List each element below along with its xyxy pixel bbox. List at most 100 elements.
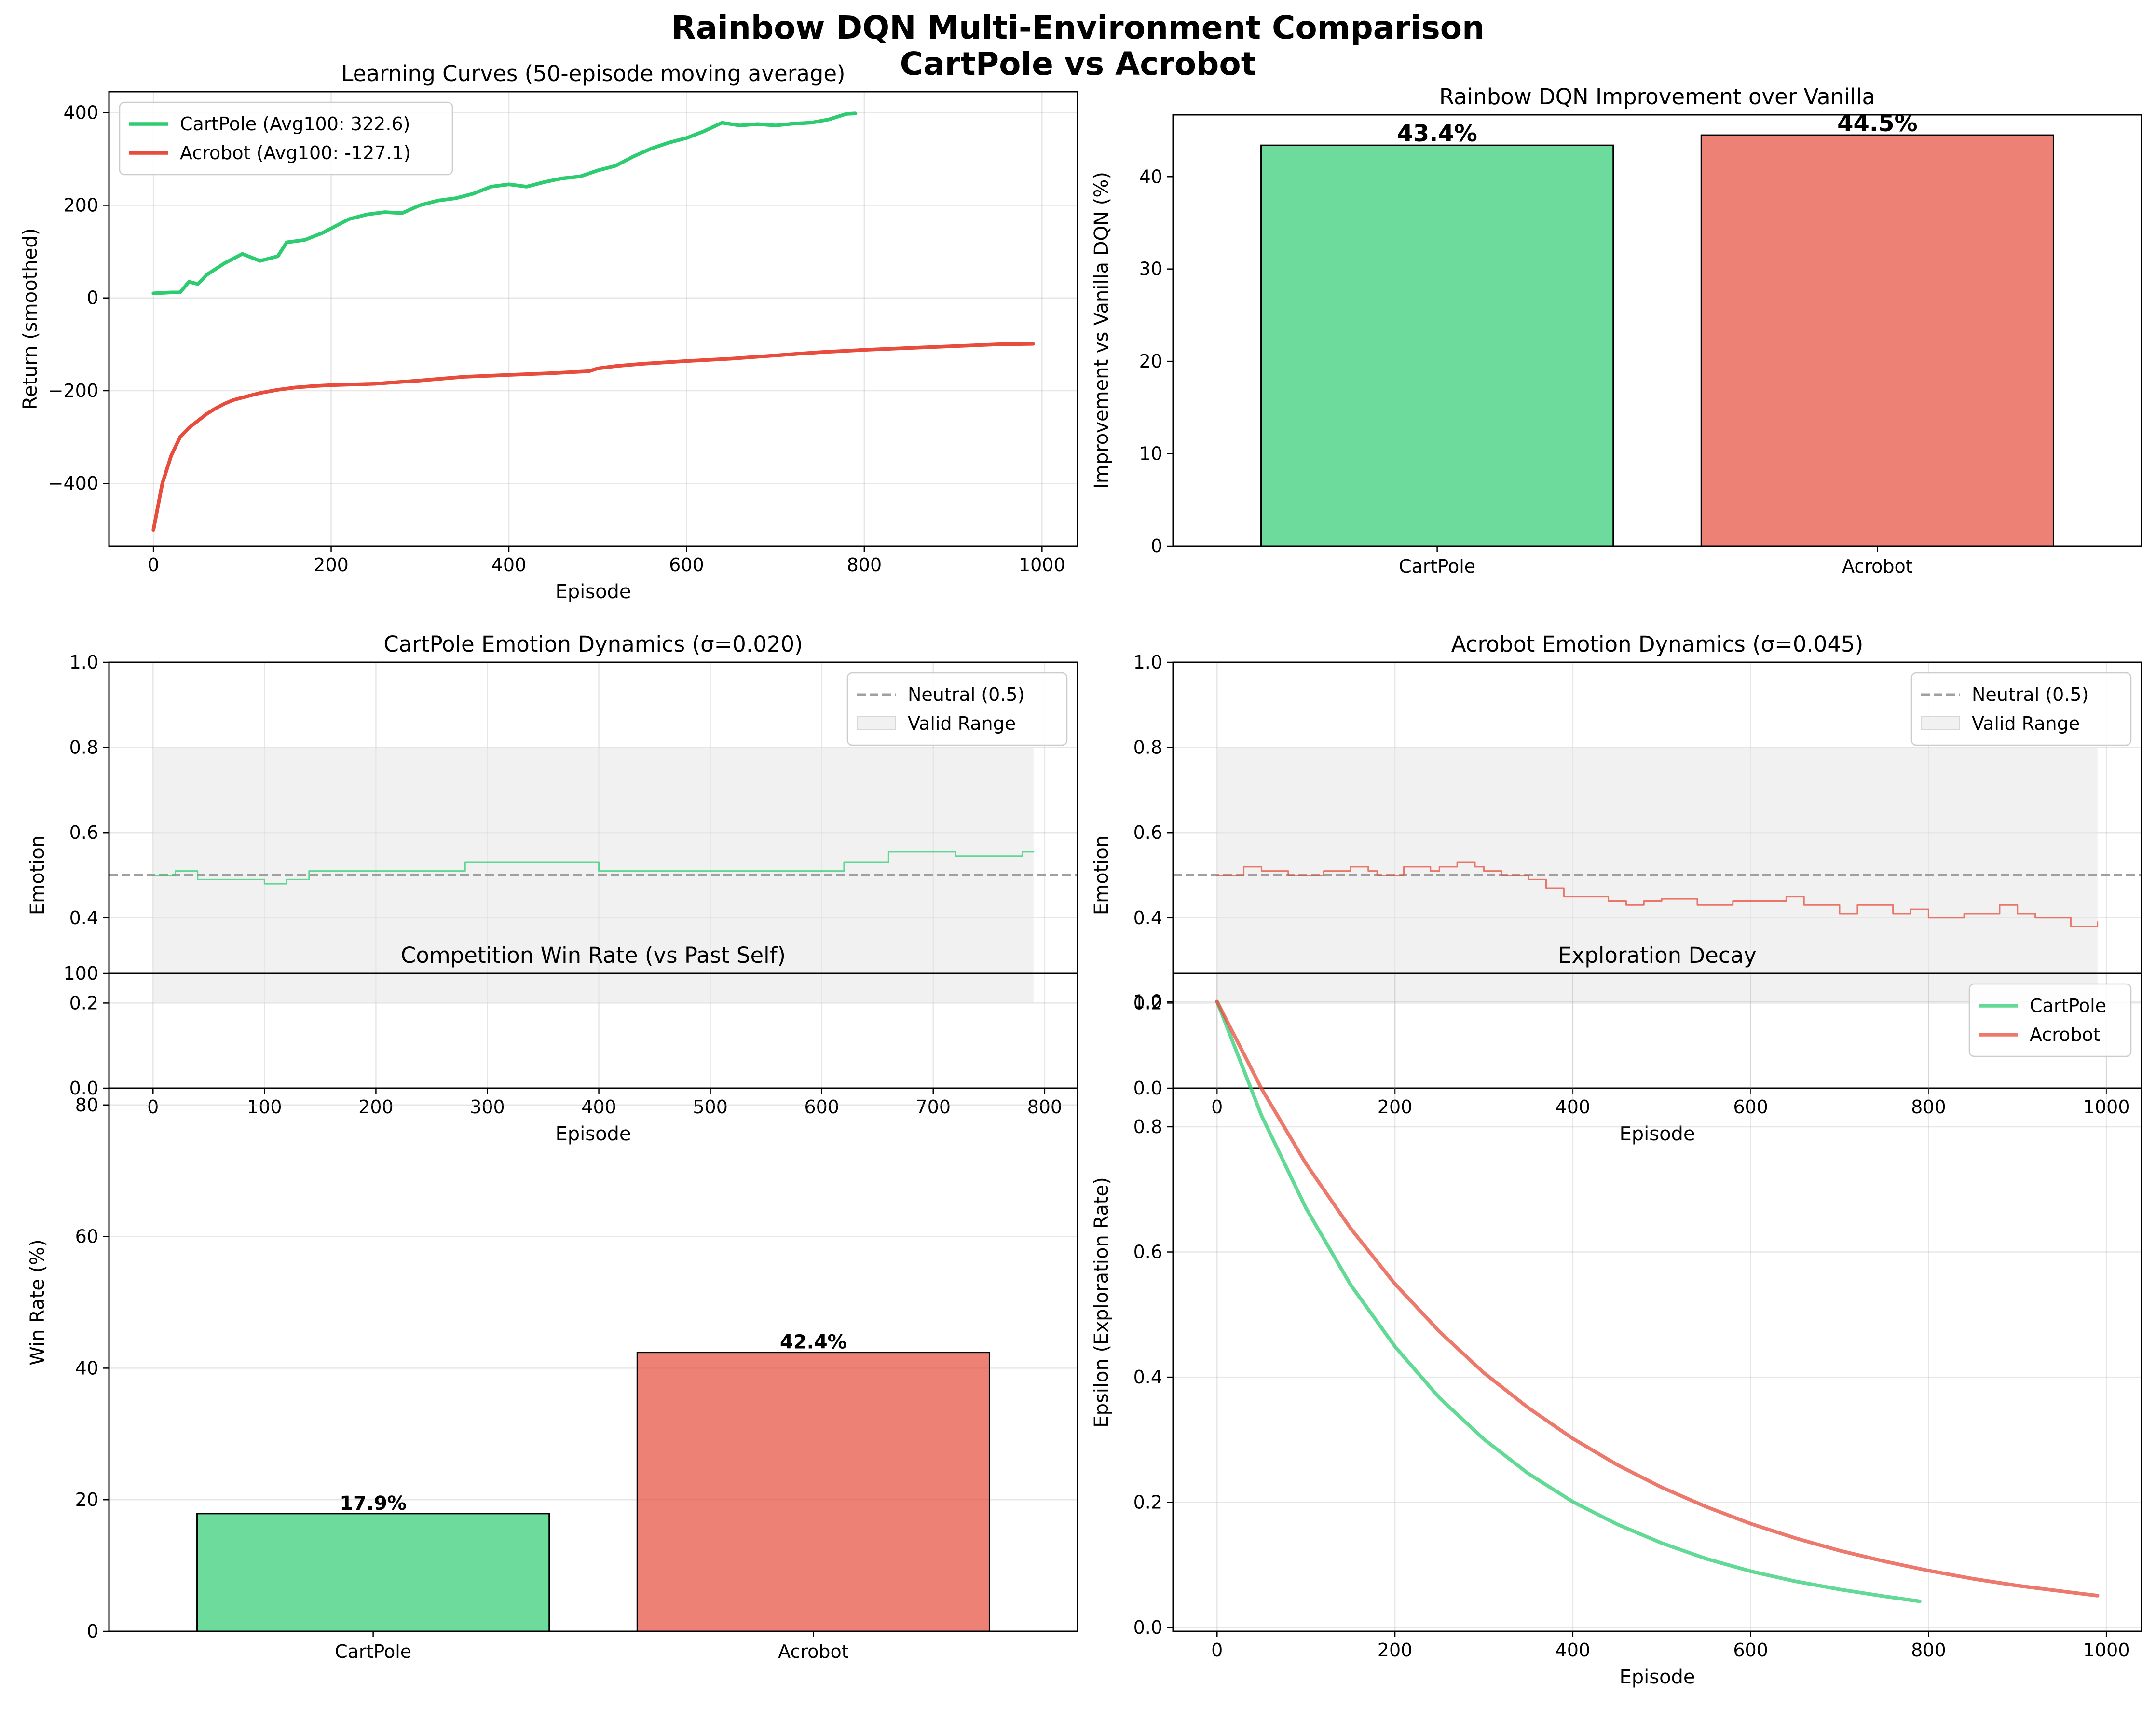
panel-acrobot-emotion: Acrobot Emotion Dynamics (σ=0.045) 0 200 40… bbox=[1091, 631, 2142, 1145]
legend-box bbox=[846, 672, 1068, 746]
x-tick-label: 0 bbox=[148, 554, 159, 575]
panel-win-rate: Competition Win Rate (vs Past Self) 17.9%… bbox=[27, 943, 1078, 1662]
y-tick-label: 10 bbox=[1139, 443, 1162, 465]
x-axis-label: Episode bbox=[555, 581, 631, 603]
legend-swatch-band bbox=[1921, 716, 1960, 730]
y-tick-label: 80 bbox=[75, 1094, 98, 1116]
axes-frame bbox=[1172, 114, 2142, 547]
x-tick-label: 700 bbox=[915, 1096, 951, 1118]
axes-frame bbox=[108, 972, 1078, 1632]
figure-title-line2: CartPole vs Acrobot bbox=[900, 45, 1256, 82]
x-tick-label: 800 bbox=[1911, 1640, 1946, 1661]
series-line-acrobot bbox=[1215, 999, 2100, 1598]
y-tick-label: 40 bbox=[1139, 166, 1162, 187]
x-tick-label: 600 bbox=[1733, 1640, 1768, 1661]
bar-acrobot bbox=[1700, 134, 2054, 547]
legend-box bbox=[1910, 672, 2132, 746]
bar-acrobot bbox=[636, 1352, 990, 1632]
y-tick-label: 1.0 bbox=[1133, 991, 1162, 1012]
bar-value-label: 42.4% bbox=[780, 1331, 847, 1354]
panel-learning-curves: Learning Curves (50-episode moving avera… bbox=[19, 61, 1078, 603]
panel-title: Competition Win Rate (vs Past Self) bbox=[401, 943, 786, 968]
legend-label: Acrobot (Avg100: -127.1) bbox=[180, 142, 411, 164]
y-tick-label: 0.4 bbox=[1133, 1367, 1162, 1388]
panel-exploration-decay: Exploration Decay 0 200 400 600 800 1000 0.0 0.2… bbox=[1091, 943, 2142, 1688]
x-tick-label: 1000 bbox=[2083, 1640, 2130, 1661]
x-tick-label: 200 bbox=[1378, 1096, 1413, 1118]
x-axis-label: Episode bbox=[1619, 1666, 1695, 1688]
y-tick-label: 0 bbox=[87, 1621, 98, 1642]
figure-title-line1: Rainbow DQN Multi-Environment Comparison bbox=[671, 9, 1485, 46]
x-tick-label: 200 bbox=[314, 554, 349, 575]
panel-title: Rainbow DQN Improvement over Vanilla bbox=[1439, 84, 1875, 109]
legend-box bbox=[1968, 983, 2132, 1057]
x-tick-label: 400 bbox=[491, 554, 527, 575]
x-tick-label: 400 bbox=[581, 1096, 616, 1118]
panel-title: Exploration Decay bbox=[1558, 943, 1757, 968]
bar-cartpole bbox=[1260, 144, 1614, 547]
legend-label: Valid Range bbox=[908, 713, 1016, 734]
y-axis-label: Win Rate (%) bbox=[27, 1239, 49, 1366]
y-tick-label: 0.6 bbox=[1133, 1242, 1162, 1263]
y-axis-label: Emotion bbox=[27, 835, 49, 915]
legend-swatch-band bbox=[857, 716, 896, 730]
panel-title: CartPole Emotion Dynamics (σ=0.020) bbox=[383, 631, 803, 657]
y-tick-label: 0.8 bbox=[1133, 737, 1162, 758]
legend-label: CartPole (Avg100: 322.6) bbox=[180, 113, 410, 135]
y-tick-label: 100 bbox=[63, 963, 98, 984]
x-tick-label: 800 bbox=[847, 554, 882, 575]
y-tick-label: 0.2 bbox=[1133, 1492, 1162, 1513]
y-tick-label: 0.0 bbox=[69, 1078, 98, 1099]
series-line-cartpole bbox=[1215, 999, 1922, 1603]
y-tick-label: −400 bbox=[48, 473, 98, 494]
y-tick-label: 20 bbox=[1139, 351, 1162, 372]
legend-box bbox=[119, 101, 453, 176]
x-tick-label: 600 bbox=[669, 554, 704, 575]
axes-frame bbox=[1172, 972, 2142, 1632]
x-axis-label: Episode bbox=[555, 1123, 631, 1145]
x-tick-label: 100 bbox=[247, 1096, 282, 1118]
x-tick-label: 200 bbox=[1378, 1640, 1413, 1661]
y-tick-label: 0.6 bbox=[69, 822, 98, 843]
x-tick-label: 800 bbox=[1027, 1096, 1063, 1118]
x-tick-label: 600 bbox=[804, 1096, 839, 1118]
legend-label: Neutral (0.5) bbox=[908, 684, 1024, 705]
x-tick-label: Acrobot bbox=[1842, 556, 1913, 577]
y-tick-label: 0 bbox=[1151, 535, 1162, 557]
x-axis-label: Episode bbox=[1619, 1123, 1695, 1145]
axes-frame bbox=[108, 91, 1078, 547]
legend-label: CartPole bbox=[2030, 995, 2106, 1016]
y-tick-label: 0.0 bbox=[1133, 1617, 1162, 1638]
x-tick-label: 400 bbox=[1556, 1640, 1591, 1661]
panel-title: Acrobot Emotion Dynamics (σ=0.045) bbox=[1451, 631, 1864, 657]
panel-cartpole-emotion: CartPole Emotion Dynamics (σ=0.020) 0 100 2… bbox=[27, 631, 1078, 1145]
y-tick-label: 0.4 bbox=[69, 907, 98, 929]
y-tick-label: 0.6 bbox=[1133, 822, 1162, 843]
x-tick-label: 500 bbox=[693, 1096, 728, 1118]
y-axis-label: Improvement vs Vanilla DQN (%) bbox=[1091, 172, 1113, 489]
x-tick-label: CartPole bbox=[1399, 556, 1475, 577]
y-tick-label: 60 bbox=[75, 1226, 98, 1247]
series-line-cartpole bbox=[152, 851, 1035, 885]
y-axis-label: Emotion bbox=[1091, 835, 1113, 915]
y-axis-label: Epsilon (Exploration Rate) bbox=[1091, 1177, 1113, 1427]
x-tick-label: 1000 bbox=[1019, 554, 1065, 575]
y-tick-label: 40 bbox=[75, 1357, 98, 1379]
series-line-acrobot bbox=[151, 342, 1035, 532]
x-tick-label: 0 bbox=[1211, 1096, 1223, 1118]
x-tick-label: 400 bbox=[1556, 1096, 1591, 1118]
series-line-cartpole bbox=[151, 111, 858, 295]
y-tick-label: 20 bbox=[75, 1489, 98, 1510]
y-tick-label: 0.8 bbox=[1133, 1116, 1162, 1137]
x-tick-label: 1000 bbox=[2083, 1096, 2130, 1118]
legend-label: Acrobot bbox=[2030, 1024, 2101, 1045]
x-tick-label: 300 bbox=[470, 1096, 505, 1118]
y-tick-label: 1.0 bbox=[1133, 652, 1162, 673]
x-tick-label: 800 bbox=[1911, 1096, 1946, 1118]
x-tick-label: 200 bbox=[358, 1096, 394, 1118]
bar-value-label: 17.9% bbox=[340, 1492, 407, 1515]
y-tick-label: 0.0 bbox=[1133, 1078, 1162, 1099]
series-line-acrobot bbox=[1216, 861, 2099, 927]
axes-frame bbox=[108, 661, 1078, 1089]
